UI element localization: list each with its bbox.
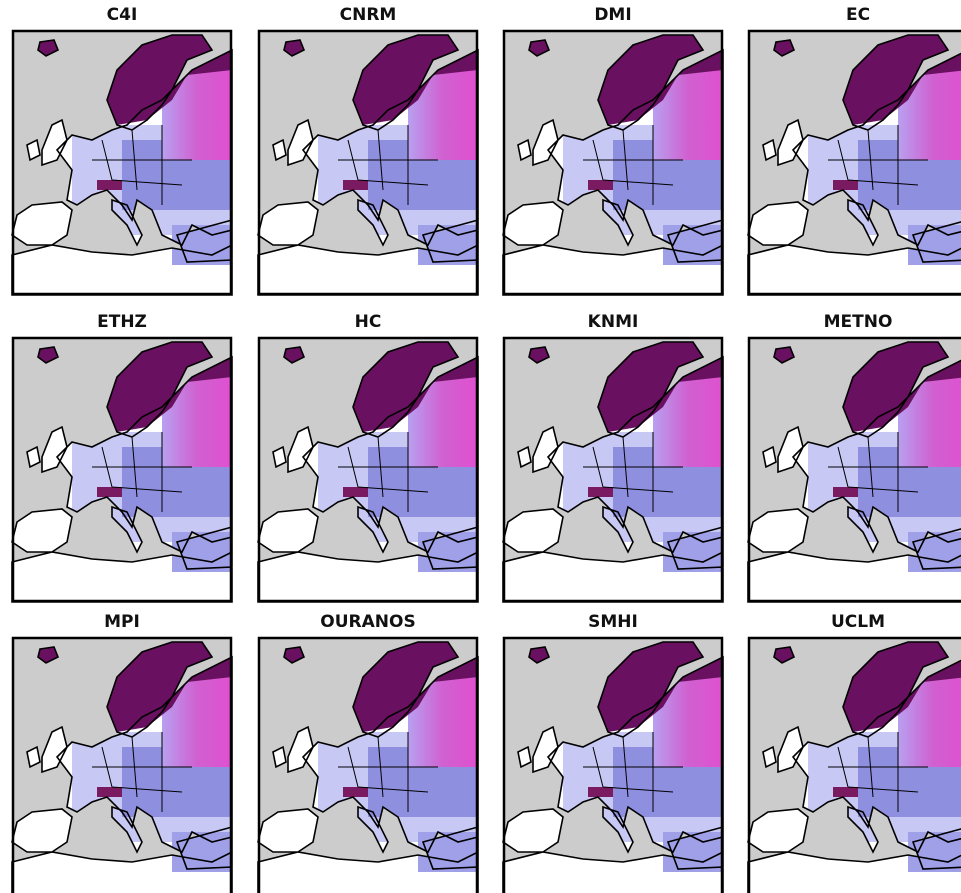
panel-title: METNO [824,312,893,332]
map-panel [748,30,961,295]
map-panel [748,637,961,893]
panel-title: MPI [104,612,140,632]
map-panel [503,30,723,295]
panel-title: SMHI [588,612,638,632]
figure: C4I CNRM DMI EC ETHZ HC KNMI METNO MPI OURANOS SMH… [0,0,961,893]
map-panel [12,337,232,602]
panel-title: DMI [594,5,631,25]
panel-title: EC [846,5,870,25]
map-panel [12,637,232,893]
panel-title: C4I [107,5,138,25]
panel-title: KNMI [588,312,639,332]
map-panel [12,30,232,295]
panel-title: OURANOS [320,612,415,632]
map-panel [503,637,723,893]
panel-title: CNRM [340,5,397,25]
map-panel [258,637,478,893]
panel-title: UCLM [831,612,885,632]
panel-title: ETHZ [97,312,147,332]
map-panel [748,337,961,602]
map-panel [258,337,478,602]
panel-title: HC [355,312,382,332]
map-panel [503,337,723,602]
map-panel [258,30,478,295]
